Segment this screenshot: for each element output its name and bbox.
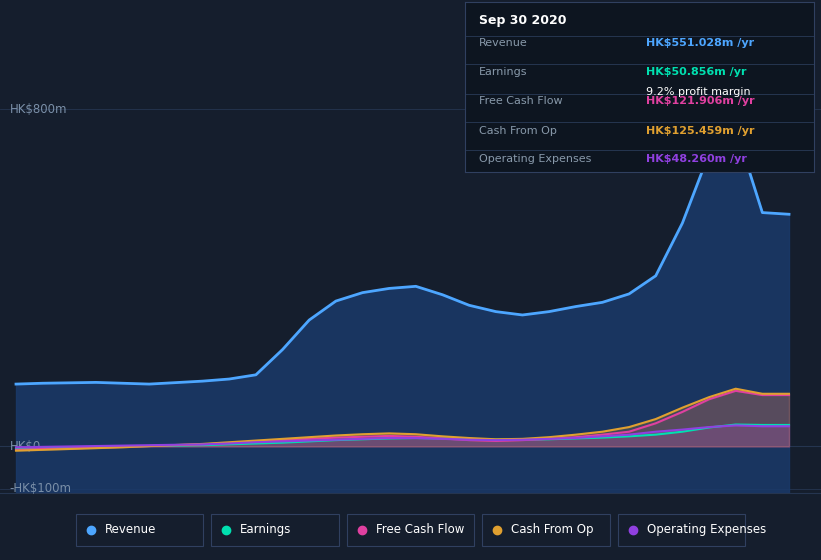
Text: Sep 30 2020: Sep 30 2020 xyxy=(479,13,566,27)
Text: -HK$100m: -HK$100m xyxy=(10,482,72,495)
Text: Free Cash Flow: Free Cash Flow xyxy=(376,523,464,536)
Text: 9.2% profit margin: 9.2% profit margin xyxy=(646,87,750,97)
FancyBboxPatch shape xyxy=(76,514,203,546)
Text: Earnings: Earnings xyxy=(240,523,291,536)
Text: HK$0: HK$0 xyxy=(10,440,41,453)
Text: Earnings: Earnings xyxy=(479,67,527,77)
Text: Cash From Op: Cash From Op xyxy=(511,523,594,536)
Text: HK$48.260m /yr: HK$48.260m /yr xyxy=(646,153,747,164)
Text: HK$800m: HK$800m xyxy=(10,103,67,116)
Text: Cash From Op: Cash From Op xyxy=(479,125,557,136)
Text: Revenue: Revenue xyxy=(104,523,156,536)
Text: Free Cash Flow: Free Cash Flow xyxy=(479,96,562,106)
Text: HK$121.906m /yr: HK$121.906m /yr xyxy=(646,96,754,106)
Text: Revenue: Revenue xyxy=(479,38,527,48)
Text: HK$125.459m /yr: HK$125.459m /yr xyxy=(646,125,754,136)
FancyBboxPatch shape xyxy=(482,514,609,546)
FancyBboxPatch shape xyxy=(212,514,338,546)
FancyBboxPatch shape xyxy=(617,514,745,546)
Text: HK$551.028m /yr: HK$551.028m /yr xyxy=(646,38,754,48)
Text: Operating Expenses: Operating Expenses xyxy=(647,523,766,536)
FancyBboxPatch shape xyxy=(347,514,475,546)
Text: Operating Expenses: Operating Expenses xyxy=(479,153,591,164)
Text: HK$50.856m /yr: HK$50.856m /yr xyxy=(646,67,746,77)
